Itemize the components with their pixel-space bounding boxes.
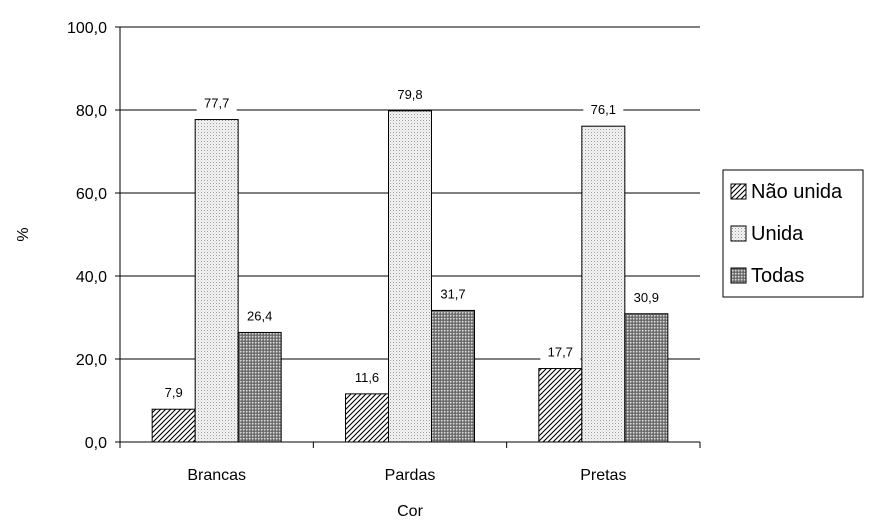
bar (237, 331, 282, 443)
legend-swatch (730, 225, 747, 242)
bar (388, 110, 432, 443)
legend-entry: Não unida (751, 181, 843, 203)
data-label-background (583, 98, 624, 121)
bar (151, 408, 196, 443)
data-label: 79,8 (397, 87, 422, 102)
y-tick-label: 80,0 (76, 103, 107, 120)
data-label: 26,4 (247, 308, 272, 323)
data-label: 11,6 (355, 370, 379, 385)
y-axis-ticks: 0,0 20,0 40,0 60,0 80,0 100,0 (67, 20, 120, 452)
data-label: 30,9 (634, 290, 659, 305)
legend: Não unida Unida Todas (722, 169, 864, 298)
x-axis-label: Cor (397, 503, 423, 520)
bar (431, 309, 475, 443)
x-tick-label: Pardas (385, 467, 436, 484)
y-tick-label: 20,0 (76, 352, 107, 369)
data-label-background (157, 381, 190, 404)
bars: 7,9 77,7 26,4 11,6 79,8 31,7 17,7 76,1 30,9 (151, 82, 669, 443)
bar (538, 368, 583, 443)
bar (624, 313, 669, 443)
data-labels: 7,9 77,7 26,4 11,6 79,8 31,7 17,7 76,1 30,9 (157, 82, 667, 404)
y-tick-label: 40,0 (76, 269, 107, 286)
data-label: 17,7 (548, 345, 573, 360)
bar (345, 393, 389, 443)
data-label-background (347, 365, 387, 388)
data-label-background (196, 91, 237, 114)
data-label-background (540, 340, 581, 363)
bar (581, 125, 626, 443)
y-tick-label: 0,0 (85, 435, 107, 452)
x-tick-label: Pretas (580, 467, 626, 484)
data-label-background (390, 82, 430, 105)
legend-swatch (730, 183, 747, 200)
data-label: 77,7 (204, 96, 229, 111)
legend-entry: Unida (751, 223, 804, 245)
legend-swatch (730, 267, 747, 284)
y-tick-label: 60,0 (76, 186, 107, 203)
legend-entry: Todas (751, 265, 804, 287)
y-axis-label: % (15, 227, 32, 241)
x-tick-label: Brancas (187, 467, 246, 484)
axes (119, 27, 701, 448)
data-label-background (433, 282, 473, 305)
bar (194, 119, 239, 443)
data-label: 76,1 (591, 102, 616, 117)
data-label-background (626, 285, 667, 308)
data-label: 31,7 (440, 286, 465, 301)
data-label: 7,9 (165, 385, 183, 400)
x-axis-categories: Brancas Pardas Pretas (187, 467, 626, 484)
data-label-background (239, 304, 280, 327)
y-tick-label: 100,0 (67, 20, 107, 37)
